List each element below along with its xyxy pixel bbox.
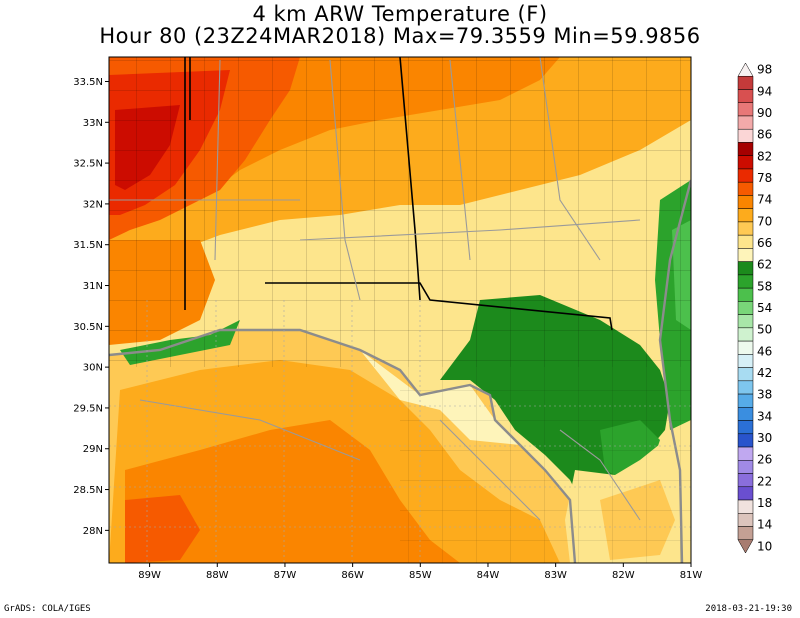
lon-tick-label: 82W: [612, 570, 635, 581]
colorbar-swatch: [737, 62, 754, 77]
colorbar-label: 14: [757, 518, 772, 532]
gulf-warm-band-74: [125, 420, 460, 563]
colorbar-swatch: [737, 181, 754, 196]
longitude-axis: 89W 88W 87W 86W 85W 84W 83W 82W 81W: [138, 563, 702, 581]
lat-tick-label: 30.5N: [73, 322, 103, 333]
lat-tick-label: 31N: [83, 281, 103, 292]
colorbar-swatch: [737, 142, 754, 156]
colorbar-swatch: [737, 301, 754, 315]
colorbar-swatch: [737, 407, 754, 421]
colorbar-swatch: [737, 380, 754, 395]
lon-tick-label: 86W: [341, 570, 364, 581]
lon-tick-label: 81W: [680, 570, 703, 581]
colorbar-label: 62: [757, 258, 772, 272]
map-title: 4 km ARW Temperature (F): [252, 2, 548, 26]
colorbar-label: 34: [757, 409, 772, 423]
colorbar-swatch: [737, 393, 754, 408]
lon-tick-label: 85W: [409, 570, 432, 581]
colorbar-swatch: [737, 195, 754, 209]
lat-tick-label: 32.5N: [73, 159, 103, 170]
grads-credit: GrADS: COLA/IGES: [4, 604, 91, 614]
timestamp: 2018-03-21-19:30: [705, 604, 792, 614]
colorbar-label: 10: [757, 539, 772, 553]
county-lines: [109, 57, 691, 367]
colorbar-label: 58: [757, 279, 772, 293]
graticule: [109, 300, 691, 563]
colorbar-swatch: [737, 367, 754, 382]
map-plot-area: [109, 57, 691, 563]
colorbar-swatch: [737, 208, 754, 223]
colorbar-swatch: [737, 473, 754, 488]
colorbar-label: 90: [757, 106, 772, 120]
roads: [109, 57, 641, 521]
colorbar-swatch: [737, 460, 754, 474]
colorbar-label: 86: [757, 128, 772, 142]
lat-tick-label: 31.5N: [73, 240, 103, 251]
map-subtitle: Hour 80 (23Z24MAR2018) Max=79.3559 Min=5…: [99, 24, 701, 48]
colorbar-swatch: [737, 340, 754, 355]
colorbar-swatch: [737, 261, 754, 276]
map-frame: [108, 56, 692, 564]
latitude-axis: 33.5N 33N 32.5N 32N 31.5N 31N 30.5N 30N 29.5N 29N…: [73, 77, 109, 537]
colorbar-label: 30: [757, 431, 772, 445]
colorbar-swatch: [737, 433, 754, 448]
colorbar-label: 70: [757, 214, 772, 228]
gulf-warm-spot: [125, 495, 200, 563]
colorbar-swatch: [737, 102, 754, 117]
colorbar-label: 54: [757, 301, 772, 315]
colorbar-swatch: [737, 354, 754, 368]
lon-tick-label: 84W: [477, 570, 500, 581]
colorbar-swatch: [737, 526, 754, 541]
colorbar-label: 50: [757, 323, 772, 337]
lat-tick-label: 32N: [83, 199, 103, 210]
colorbar-swatch: [737, 446, 754, 461]
colorbar-swatch: [737, 221, 754, 236]
lat-tick-label: 29.5N: [73, 403, 103, 414]
colorbar-label: 38: [757, 388, 772, 402]
lon-tick-label: 88W: [206, 570, 229, 581]
lon-tick-label: 83W: [544, 570, 567, 581]
colorbar: 98 94 90 86 82 78 74 70 66 62 58 54 50 46 42 38 34 30 26 22…: [737, 62, 772, 554]
colorbar-swatch: [737, 274, 754, 289]
colorbar-label: 98: [757, 63, 772, 77]
colorbar-label: 74: [757, 193, 772, 207]
lat-tick-label: 33.5N: [73, 77, 103, 88]
colorbar-swatch: [737, 539, 754, 554]
colorbar-swatch: [737, 420, 754, 435]
lon-tick-label: 89W: [138, 570, 161, 581]
colorbar-label: 18: [757, 496, 772, 510]
colorbar-swatch: [737, 75, 754, 90]
colorbar-label: 82: [757, 149, 772, 163]
lat-tick-label: 33N: [83, 118, 103, 129]
colorbar-swatch: [737, 287, 754, 302]
lat-tick-label: 30N: [83, 363, 103, 374]
colorbar-label: 66: [757, 236, 772, 250]
colorbar-swatch: [737, 486, 754, 501]
colorbar-swatch: [737, 115, 754, 130]
coastline: [109, 179, 691, 563]
colorbar-swatch: [737, 314, 754, 329]
colorbar-swatch: [737, 234, 754, 249]
colorbar-label: 26: [757, 453, 772, 467]
colorbar-swatch: [737, 168, 754, 183]
colorbar-label: 22: [757, 474, 772, 488]
colorbar-swatch: [737, 327, 754, 342]
lat-tick-label: 29N: [83, 444, 103, 455]
county-lines-florida: [400, 367, 691, 563]
colorbar-swatch: [737, 89, 754, 103]
colorbar-swatch: [737, 128, 754, 143]
lat-tick-label: 28N: [83, 526, 103, 537]
colorbar-label: 46: [757, 344, 772, 358]
colorbar-label: 42: [757, 366, 772, 380]
colorbar-swatch: [737, 248, 754, 262]
lon-tick-label: 87W: [274, 570, 297, 581]
colorbar-label: 94: [757, 84, 772, 98]
lat-tick-label: 28.5N: [73, 485, 103, 496]
state-borders: [184, 57, 613, 331]
colorbar-label: 78: [757, 171, 772, 185]
colorbar-swatch: [737, 513, 754, 527]
colorbar-swatch: [737, 499, 754, 514]
colorbar-swatch: [737, 155, 754, 170]
